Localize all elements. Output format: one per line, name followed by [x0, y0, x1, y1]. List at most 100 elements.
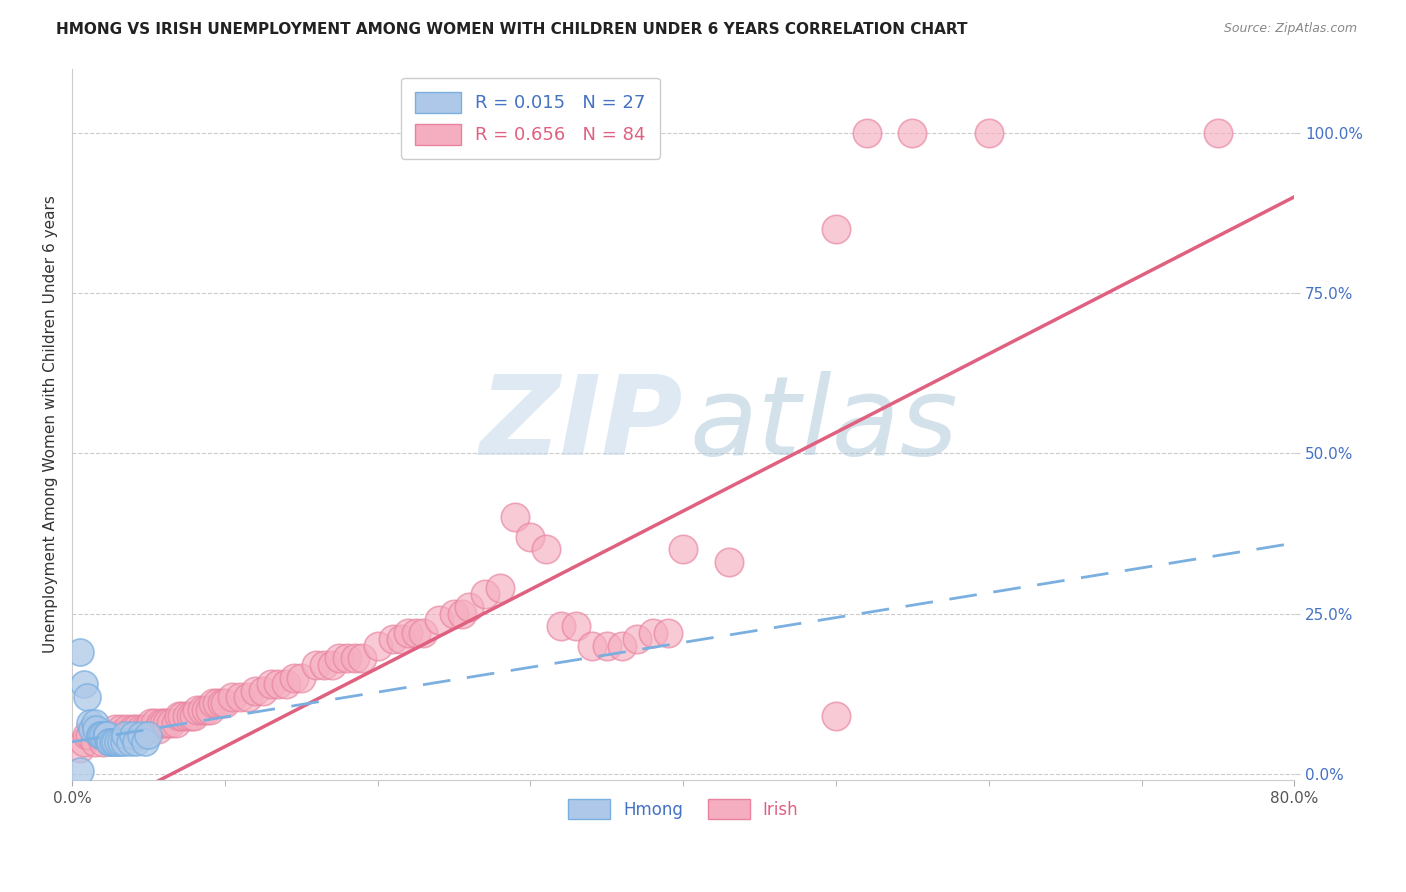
Point — [84, 735, 107, 749]
Legend: Hmong, Irish: Hmong, Irish — [561, 793, 806, 825]
Point — [825, 222, 848, 236]
Point — [221, 690, 243, 704]
Point — [267, 677, 290, 691]
Point — [134, 735, 156, 749]
Point — [122, 722, 145, 736]
Point — [305, 657, 328, 672]
Text: Source: ZipAtlas.com: Source: ZipAtlas.com — [1223, 22, 1357, 36]
Text: ZIP: ZIP — [479, 371, 683, 478]
Point — [112, 728, 135, 742]
Point — [146, 722, 169, 736]
Point — [76, 690, 98, 704]
Point — [69, 741, 91, 756]
Text: HMONG VS IRISH UNEMPLOYMENT AMONG WOMEN WITH CHILDREN UNDER 6 YEARS CORRELATION : HMONG VS IRISH UNEMPLOYMENT AMONG WOMEN … — [56, 22, 967, 37]
Point — [103, 735, 125, 749]
Point — [274, 677, 297, 691]
Point — [69, 764, 91, 778]
Point — [503, 510, 526, 524]
Point — [901, 126, 924, 140]
Point — [183, 709, 205, 723]
Point — [156, 715, 179, 730]
Point — [73, 735, 96, 749]
Point — [94, 728, 117, 742]
Point — [160, 715, 183, 730]
Point — [138, 722, 160, 736]
Point — [76, 728, 98, 742]
Point — [170, 709, 193, 723]
Point — [120, 735, 142, 749]
Point — [129, 728, 152, 742]
Point — [214, 697, 236, 711]
Point — [104, 735, 127, 749]
Point — [98, 735, 121, 749]
Point — [855, 126, 877, 140]
Point — [534, 542, 557, 557]
Point — [252, 683, 274, 698]
Point — [443, 607, 465, 621]
Point — [69, 645, 91, 659]
Point — [91, 728, 114, 742]
Point — [290, 671, 312, 685]
Point — [110, 722, 132, 736]
Point — [565, 619, 588, 633]
Point — [125, 722, 148, 736]
Point — [97, 735, 120, 749]
Point — [143, 715, 166, 730]
Point — [825, 709, 848, 723]
Point — [112, 735, 135, 749]
Point — [167, 709, 190, 723]
Point — [657, 625, 679, 640]
Point — [89, 728, 111, 742]
Point — [98, 728, 121, 742]
Point — [641, 625, 664, 640]
Point — [125, 735, 148, 749]
Point — [84, 715, 107, 730]
Point — [89, 728, 111, 742]
Point — [260, 677, 283, 691]
Point — [149, 715, 172, 730]
Point — [550, 619, 572, 633]
Point — [195, 703, 218, 717]
Point — [405, 625, 427, 640]
Point — [1206, 126, 1229, 140]
Point — [110, 735, 132, 749]
Point — [96, 728, 118, 742]
Point — [328, 651, 350, 665]
Point — [581, 639, 603, 653]
Point — [79, 728, 101, 742]
Point — [191, 703, 214, 717]
Point — [474, 587, 496, 601]
Point — [626, 632, 648, 647]
Point — [129, 722, 152, 736]
Point — [229, 690, 252, 704]
Point — [80, 722, 103, 736]
Point — [367, 639, 389, 653]
Point — [165, 715, 187, 730]
Point — [115, 722, 138, 736]
Point — [186, 703, 208, 717]
Point — [107, 728, 129, 742]
Point — [198, 703, 221, 717]
Point — [205, 697, 228, 711]
Point — [114, 728, 136, 742]
Point — [389, 632, 412, 647]
Point — [610, 639, 633, 653]
Point — [134, 722, 156, 736]
Point — [245, 683, 267, 698]
Point — [211, 697, 233, 711]
Point — [381, 632, 404, 647]
Point — [107, 735, 129, 749]
Point — [427, 613, 450, 627]
Point — [596, 639, 619, 653]
Point — [450, 607, 472, 621]
Point — [73, 677, 96, 691]
Y-axis label: Unemployment Among Women with Children Under 6 years: Unemployment Among Women with Children U… — [44, 195, 58, 653]
Point — [120, 728, 142, 742]
Point — [122, 728, 145, 742]
Point — [152, 715, 174, 730]
Point — [91, 735, 114, 749]
Point — [977, 126, 1000, 140]
Point — [321, 657, 343, 672]
Point — [489, 581, 512, 595]
Point — [352, 651, 374, 665]
